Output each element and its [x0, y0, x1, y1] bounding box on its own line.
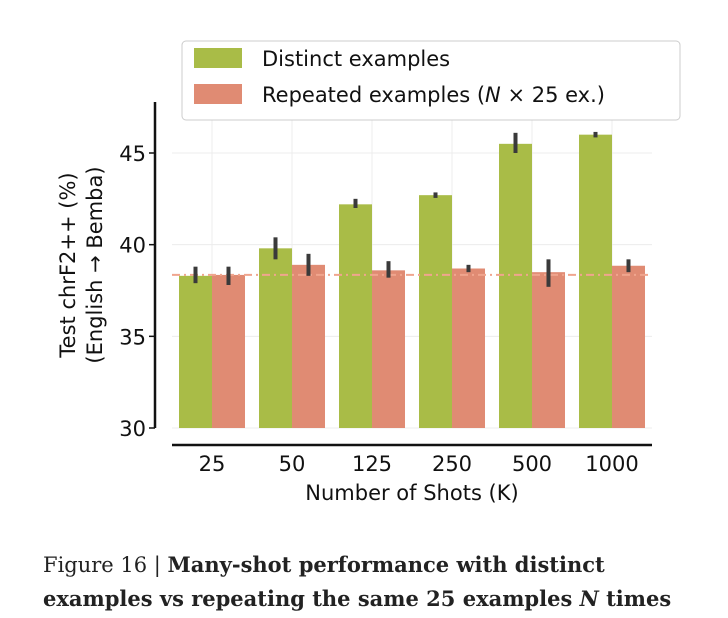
x-tick-label: 1000: [585, 452, 638, 476]
x-tick-label: 50: [279, 452, 306, 476]
y-tick-label: 35: [119, 325, 146, 349]
bar-distinct: [419, 195, 452, 428]
legend-label: Repeated examples (N × 25 ex.): [262, 83, 605, 107]
bar-distinct: [339, 204, 372, 428]
bar-distinct: [499, 143, 532, 429]
x-tick-label: 125: [352, 452, 392, 476]
legend-swatch: [194, 84, 242, 104]
legend-swatch: [194, 48, 242, 68]
y-tick-label: 40: [119, 234, 146, 258]
caption-text: Many-shot performance with distinct exam…: [43, 552, 605, 611]
bar-distinct: [579, 134, 612, 428]
legend-box: [181, 40, 681, 121]
caption-lead: Figure 16 |: [43, 553, 168, 577]
y-axis-title-line2: (English → Bemba): [83, 166, 107, 363]
bar-repeated: [292, 264, 325, 428]
bar-repeated: [532, 272, 565, 428]
bar-repeated: [372, 270, 405, 428]
bar-distinct: [179, 275, 212, 428]
bar-repeated: [612, 265, 645, 428]
x-tick-label: 250: [432, 452, 472, 476]
x-axis-title: Number of Shots (K): [305, 481, 518, 505]
bar-chart: 30 35 40 45 25 50 125 250 500 1000 Number of Shots…: [56, 40, 681, 505]
y-axis-title: Test chrF2++ (%): [56, 172, 80, 358]
caption-variable: N: [579, 586, 599, 611]
bar-repeated: [452, 268, 485, 428]
caption-tail: times: [598, 586, 672, 611]
bar-repeated: [212, 274, 245, 428]
figure-caption: Figure 16 | Many-shot performance with d…: [43, 548, 703, 616]
y-tick-label: 30: [119, 417, 146, 441]
x-tick-label: 500: [512, 452, 552, 476]
bar-distinct: [259, 248, 292, 428]
legend-label: Distinct examples: [262, 47, 450, 71]
x-tick-label: 25: [199, 452, 226, 476]
y-tick-label: 45: [119, 142, 146, 166]
